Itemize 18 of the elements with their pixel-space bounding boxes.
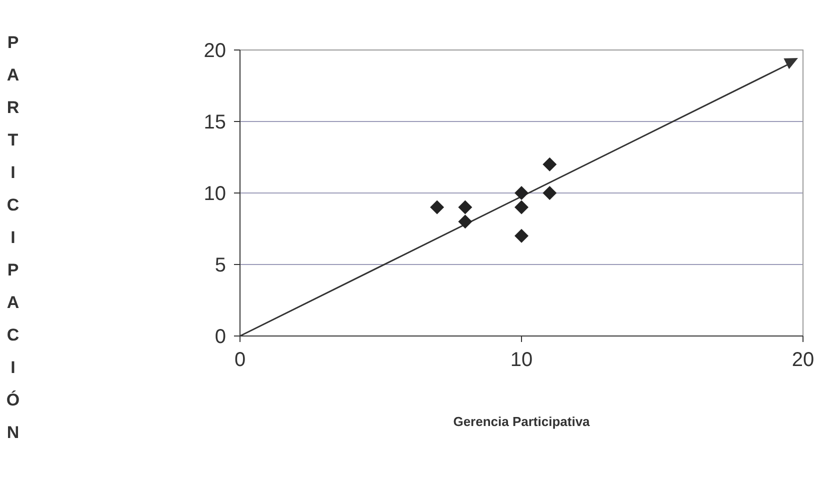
y-tick-label: 0 <box>214 326 226 348</box>
point <box>542 186 557 200</box>
x-tick-label: 0 <box>234 349 246 371</box>
point <box>458 200 472 214</box>
point <box>514 228 528 243</box>
point <box>430 200 444 214</box>
y-tick-label: 15 <box>204 112 226 134</box>
point <box>514 200 528 214</box>
point <box>458 214 472 229</box>
point <box>514 186 528 200</box>
point <box>542 157 557 172</box>
x-axis-title: Gerencia Participativa <box>453 414 591 429</box>
y-tick-label: 10 <box>204 183 226 205</box>
y-tick-label: 20 <box>204 40 226 62</box>
text: PARTICIPACIÓN <box>6 33 20 442</box>
y-tick-label: 5 <box>214 254 226 276</box>
x-tick-label: 20 <box>792 349 814 371</box>
x-tick-label: 10 <box>510 349 533 371</box>
